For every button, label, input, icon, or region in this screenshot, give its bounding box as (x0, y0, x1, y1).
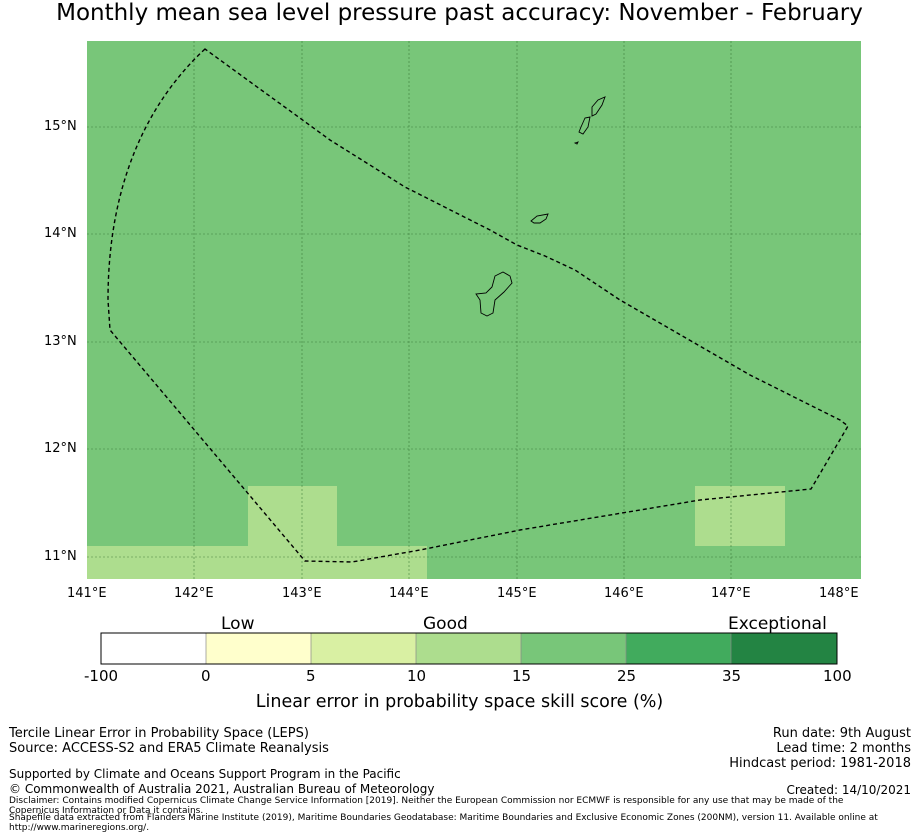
colorbar (100, 632, 838, 665)
colorbar-tick: -100 (84, 667, 119, 685)
lon-label: 141°E (67, 586, 107, 601)
lon-label: 144°E (389, 586, 429, 601)
colorbar-tick: 15 (512, 667, 532, 685)
lon-label: 143°E (282, 586, 322, 601)
skill-cell-light (248, 486, 337, 546)
island-saipan (591, 96, 606, 117)
colorbar-category-label: Exceptional (728, 614, 827, 634)
lon-label: 145°E (497, 586, 537, 601)
lat-label: 14°N (44, 226, 77, 241)
eez-boundary (107, 48, 849, 563)
colorbar-segment (521, 633, 626, 664)
colorbar-tick: 25 (617, 667, 637, 685)
shapefile-text: Shapefile data extracted from Flanders M… (9, 813, 878, 823)
supported-text: Supported by Climate and Oceans Support … (9, 767, 401, 781)
lon-label: 142°E (174, 586, 214, 601)
colorbar-tick: 100 (823, 667, 852, 685)
created-date: Created: 14/10/2021 (786, 783, 911, 797)
source-text: Source: ACCESS-S2 and ERA5 Climate Reana… (9, 741, 329, 756)
colorbar-category-label: Good (423, 614, 468, 634)
disclaimer-text: Copernicus Information or Data it contai… (9, 806, 204, 816)
colorbar-tick: 0 (201, 667, 211, 685)
lat-label: 11°N (44, 549, 77, 564)
colorbar-tick: 5 (306, 667, 316, 685)
lon-label: 147°E (711, 586, 751, 601)
island-guam (475, 271, 513, 317)
lead-time: Lead time: 2 months (776, 741, 911, 756)
lat-label: 15°N (44, 119, 77, 134)
island-rota (530, 213, 549, 224)
shapefile-text: http://www.marineregions.org/. (9, 823, 150, 833)
disclaimer-text: Disclaimer: Contains modified Copernicus… (9, 796, 844, 806)
lat-label: 12°N (44, 441, 77, 456)
colorbar-segment (206, 633, 311, 664)
page-title: Monthly mean sea level pressure past acc… (56, 0, 863, 26)
colorbar-tick: 35 (722, 667, 742, 685)
skill-cell-light (87, 546, 427, 579)
islands (475, 96, 606, 317)
colorbar-segment (731, 633, 837, 664)
colorbar-category-label: Low (221, 614, 255, 634)
island-aguijan (573, 141, 579, 145)
hindcast-period: Hindcast period: 1981-2018 (729, 756, 911, 771)
skill-cell-light (695, 486, 785, 546)
colorbar-segment (311, 633, 416, 664)
lat-label: 13°N (44, 334, 77, 349)
colorbar-title: Linear error in probability space skill … (255, 692, 664, 712)
colorbar-segment (416, 633, 521, 664)
island-tinian (578, 116, 591, 135)
colorbar-frame (100, 632, 838, 665)
copyright-text: © Commonwealth of Australia 2021, Austra… (9, 782, 435, 796)
colorbar-segment (626, 633, 731, 664)
method-text: Tercile Linear Error in Probability Spac… (9, 726, 309, 741)
lon-label: 148°E (819, 586, 859, 601)
colorbar-segment (101, 633, 206, 664)
run-date: Run date: 9th August (772, 726, 911, 741)
map-panel (87, 41, 861, 579)
colorbar-tick: 10 (407, 667, 427, 685)
lon-label: 146°E (604, 586, 644, 601)
gridlines (87, 41, 861, 579)
